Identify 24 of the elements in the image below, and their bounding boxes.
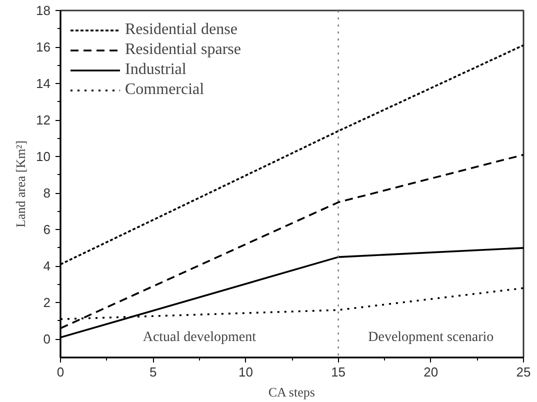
x-tick-label: 25 <box>516 364 531 380</box>
legend-label: Industrial <box>125 61 186 79</box>
y-tick-label: 18 <box>36 3 51 18</box>
y-tick-label: 6 <box>43 222 51 238</box>
annotation: Development scenario <box>368 330 494 345</box>
x-tick-label: 20 <box>424 364 438 380</box>
y-tick-label: 14 <box>36 76 51 92</box>
y-tick-label: 12 <box>36 112 51 128</box>
y-tick-label: 4 <box>43 258 51 274</box>
legend-label: Residential dense <box>125 21 238 39</box>
y-tick-label: 2 <box>43 295 51 310</box>
y-axis-title: Land area [Km²] <box>13 140 28 228</box>
x-tick-label: 15 <box>331 364 346 380</box>
x-tick-label: 5 <box>149 364 157 380</box>
x-axis-title: CA steps <box>268 384 315 400</box>
x-tick-label: 0 <box>56 364 64 380</box>
annotation: Actual development <box>142 330 256 345</box>
y-tick-label: 10 <box>36 149 51 164</box>
legend-label: Commercial <box>125 81 204 99</box>
y-tick-label: 8 <box>43 186 51 201</box>
x-tick-label: 10 <box>238 364 253 380</box>
legend-label: Residential sparse <box>125 41 241 59</box>
y-tick-label: 16 <box>36 40 51 55</box>
y-tick-label: 0 <box>43 332 51 347</box>
